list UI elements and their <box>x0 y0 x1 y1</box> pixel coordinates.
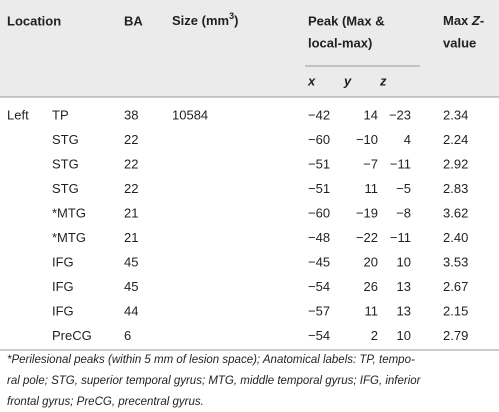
cell-peak-x: −54 <box>308 279 330 294</box>
cell-peak-z: −8 <box>396 205 411 220</box>
cell-peak-y: −22 <box>356 230 378 245</box>
header-size: Size (mm3) <box>172 11 238 28</box>
cell-peak-x: −48 <box>308 230 330 245</box>
cell-side: Left <box>7 107 29 122</box>
cell-peak-y: 2 <box>371 328 378 343</box>
footnote: frontal gyrus; PreCG, precentral gyrus. <box>7 396 204 408</box>
cell-ba: 38 <box>124 107 138 122</box>
cell-size: 10584 <box>172 107 208 122</box>
sub-header: x <box>307 73 316 88</box>
cell-ba: 6 <box>124 328 131 343</box>
header-max-z-text: Max <box>443 13 472 28</box>
cell-peak-x: −60 <box>308 205 330 220</box>
cell-peak-y: 26 <box>364 279 378 294</box>
footnote: *Perilesional peaks (within 5 mm of lesi… <box>7 354 415 366</box>
header-peak: Peak (Max & <box>308 13 385 28</box>
cell-max-z: 3.62 <box>443 205 468 220</box>
cell-region: PreCG <box>52 328 92 343</box>
cell-peak-z: −11 <box>390 230 411 245</box>
header-size-text: Size (mm <box>172 13 229 28</box>
cell-peak-z: −23 <box>389 107 411 122</box>
cell-region: IFG <box>52 254 74 269</box>
cell-peak-z: −11 <box>390 156 411 171</box>
cell-max-z: 3.53 <box>443 254 468 269</box>
cell-peak-x: −51 <box>308 181 330 196</box>
cell-ba: 45 <box>124 254 138 269</box>
cell-peak-x: −51 <box>308 156 330 171</box>
cell-peak-y: 11 <box>365 303 379 318</box>
cell-peak-y: 14 <box>364 107 378 122</box>
cell-region: STG <box>52 132 79 147</box>
cell-region: *MTG <box>52 230 86 245</box>
cell-region: TP <box>52 107 69 122</box>
cell-ba: 44 <box>124 303 138 318</box>
cell-region: STG <box>52 181 79 196</box>
header-max-z: value <box>443 35 476 50</box>
cell-region: IFG <box>52 279 74 294</box>
cell-max-z: 2.15 <box>443 303 468 318</box>
cell-peak-x: −45 <box>308 254 330 269</box>
cell-peak-y: −10 <box>356 132 378 147</box>
cell-peak-z: −5 <box>396 181 411 196</box>
header-size-sup: 3 <box>229 11 234 21</box>
cell-peak-z: 13 <box>397 303 411 318</box>
header-peak: local-max) <box>308 35 372 50</box>
cell-ba: 21 <box>124 205 138 220</box>
cell-region: STG <box>52 156 79 171</box>
cell-max-z: 2.67 <box>443 279 468 294</box>
header-band <box>0 0 499 97</box>
cell-max-z: 2.83 <box>443 181 468 196</box>
cell-region: IFG <box>52 303 74 318</box>
cell-ba: 22 <box>124 132 138 147</box>
cell-ba: 21 <box>124 230 138 245</box>
cell-peak-x: −42 <box>308 107 330 122</box>
cell-max-z: 2.79 <box>443 328 468 343</box>
cell-max-z: 2.24 <box>443 132 468 147</box>
cell-peak-y: −19 <box>356 205 378 220</box>
cell-region: *MTG <box>52 205 86 220</box>
cell-peak-z: 4 <box>404 132 411 147</box>
cell-peak-y: 20 <box>364 254 378 269</box>
footnote: ral pole; STG, superior temporal gyrus; … <box>7 375 422 387</box>
cell-max-z: 2.92 <box>443 156 468 171</box>
header-max-z-italic: Z <box>471 13 481 28</box>
header-max-z-dash: - <box>480 13 484 28</box>
cell-max-z: 2.40 <box>443 230 468 245</box>
cell-peak-x: −60 <box>308 132 330 147</box>
cell-ba: 22 <box>124 181 138 196</box>
cell-peak-x: −54 <box>308 328 330 343</box>
cell-peak-x: −57 <box>308 303 330 318</box>
cell-peak-y: 11 <box>365 181 379 196</box>
header-ba: BA <box>124 13 143 28</box>
header-location: Location <box>7 13 61 28</box>
cell-peak-z: 10 <box>397 254 411 269</box>
sub-header: y <box>343 73 352 88</box>
cell-ba: 45 <box>124 279 138 294</box>
cell-peak-z: 10 <box>397 328 411 343</box>
header-max-z: Max Z- <box>443 13 484 28</box>
cell-max-z: 2.34 <box>443 107 468 122</box>
cell-peak-y: −7 <box>363 156 378 171</box>
header-size-end: ) <box>234 13 238 28</box>
sub-header: z <box>379 73 387 88</box>
cell-ba: 22 <box>124 156 138 171</box>
cell-peak-z: 13 <box>397 279 411 294</box>
